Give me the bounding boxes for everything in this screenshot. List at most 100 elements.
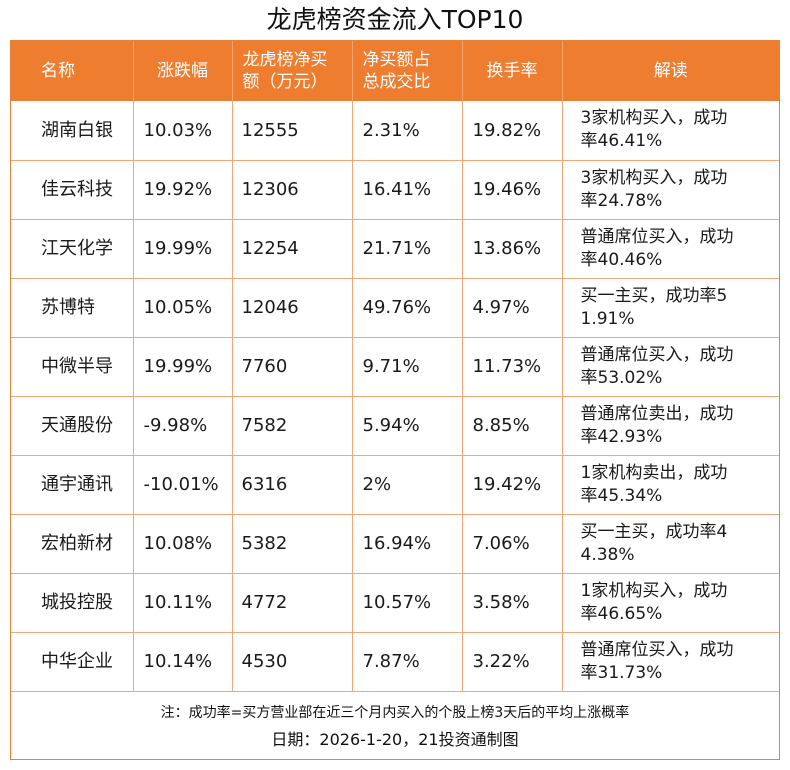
turnover-rate: 11.73% (462, 337, 563, 397)
ranking-table: 名称 涨跌幅 龙虎榜净买 额（万元） 净买额占 总成交比 换手率 解读 湖南白银… (11, 41, 779, 692)
stock-name: 宏柏新材 (11, 514, 134, 574)
change-percent: 19.92% (133, 160, 233, 220)
stock-name: 苏博特 (11, 278, 134, 338)
change-percent: 10.03% (133, 101, 233, 161)
net-buy-ratio: 21.71% (352, 219, 463, 279)
stock-name: 城投控股 (11, 573, 134, 633)
net-buy-amount: 12254 (232, 219, 353, 279)
turnover-rate: 8.85% (462, 396, 563, 456)
stock-name: 佳云科技 (11, 160, 134, 220)
stock-name: 天通股份 (11, 396, 134, 456)
interpretation: 3家机构买入，成功 率46.41% (562, 101, 779, 161)
table-row: 苏博特 10.05% 12046 49.76% 4.97% 买一主买，成功率5 1.91% (11, 278, 779, 338)
change-percent: 10.11% (133, 573, 233, 633)
net-buy-ratio: 7.87% (352, 632, 463, 692)
change-percent: 10.08% (133, 514, 233, 574)
table-row: 城投控股 10.11% 4772 10.57% 3.58% 1家机构买入，成功 率46.65… (11, 573, 779, 633)
interpretation: 3家机构买入，成功 率24.78% (562, 160, 779, 220)
interpretation-line2: 率45.34% (580, 485, 663, 506)
interpretation: 普通席位卖出，成功 率42.93% (562, 396, 779, 456)
change-percent: 19.99% (133, 337, 233, 397)
table-row: 宏柏新材 10.08% 5382 16.94% 7.06% 买一主买，成功率4 4.38% (11, 514, 779, 574)
table-row: 天通股份 -9.98% 7582 5.94% 8.85% 普通席位卖出，成功 率42.93% (11, 396, 779, 456)
change-percent: 19.99% (133, 219, 233, 279)
net-buy-amount: 12046 (232, 278, 353, 338)
net-buy-amount: 4772 (232, 573, 353, 633)
net-buy-ratio: 49.76% (352, 278, 463, 338)
net-buy-ratio: 2.31% (352, 101, 463, 161)
stock-name: 中华企业 (11, 632, 134, 692)
header-interpretation: 解读 (562, 41, 779, 101)
net-buy-ratio: 10.57% (352, 573, 463, 633)
net-buy-amount: 4530 (232, 632, 353, 692)
interpretation-line2: 率40.46% (580, 249, 663, 270)
interpretation: 买一主买，成功率5 1.91% (562, 278, 779, 338)
interpretation-line2: 率42.93% (580, 426, 663, 447)
interpretation-line1: 买一主买，成功率5 (580, 285, 728, 306)
stock-name: 通宇通讯 (11, 455, 134, 515)
stock-name: 江天化学 (11, 219, 134, 279)
header-name: 名称 (11, 41, 134, 101)
net-buy-ratio: 16.94% (352, 514, 463, 574)
header-ratio: 净买额占 总成交比 (352, 41, 463, 101)
turnover-rate: 4.97% (462, 278, 563, 338)
interpretation: 普通席位买入，成功 率40.46% (562, 219, 779, 279)
turnover-rate: 7.06% (462, 514, 563, 574)
change-percent: 10.05% (133, 278, 233, 338)
page-title: 龙虎榜资金流入TOP10 (266, 5, 524, 34)
header-ratio-line1: 净买额占 (362, 50, 431, 70)
net-buy-ratio: 9.71% (352, 337, 463, 397)
interpretation: 普通席位买入，成功 率31.73% (562, 632, 779, 692)
net-buy-ratio: 16.41% (352, 160, 463, 220)
interpretation-line1: 3家机构买入，成功 (580, 167, 728, 188)
date-line: 日期：2026-1-20，21投资通制图 (271, 730, 519, 749)
interpretation-line2: 率46.65% (580, 603, 663, 624)
interpretation-line2: 率46.41% (580, 131, 663, 152)
turnover-rate: 19.82% (462, 101, 563, 161)
header-row: 名称 涨跌幅 龙虎榜净买 额（万元） 净买额占 总成交比 换手率 解读 (11, 41, 779, 101)
interpretation: 1家机构卖出，成功 率45.34% (562, 455, 779, 515)
header-net-buy-line1: 龙虎榜净买 (242, 50, 328, 70)
interpretation-line2: 率31.73% (580, 662, 663, 683)
header-turnover: 换手率 (462, 41, 563, 101)
net-buy-ratio: 5.94% (352, 396, 463, 456)
interpretation-line1: 1家机构买入，成功 (580, 580, 728, 601)
stock-name: 湖南白银 (11, 101, 134, 161)
net-buy-amount: 12306 (232, 160, 353, 220)
interpretation-line1: 普通席位卖出，成功 (580, 403, 734, 424)
net-buy-ratio: 2% (352, 455, 463, 515)
table-row: 中华企业 10.14% 4530 7.87% 3.22% 普通席位买入，成功 率31.73% (11, 632, 779, 692)
net-buy-amount: 7760 (232, 337, 353, 397)
interpretation-line2: 4.38% (580, 544, 635, 565)
interpretation-line1: 普通席位买入，成功 (580, 344, 734, 365)
header-ratio-line2: 总成交比 (362, 72, 431, 92)
footnote: 注：成功率=买方营业部在近三个月内买入的个股上榜3天后的平均上涨概率 (160, 705, 630, 721)
net-buy-amount: 12555 (232, 101, 353, 161)
net-buy-amount: 6316 (232, 455, 353, 515)
table-row: 中微半导 19.99% 7760 9.71% 11.73% 普通席位买入，成功 率53.02… (11, 337, 779, 397)
table-row: 通宇通讯 -10.01% 6316 2% 19.42% 1家机构卖出，成功 率45.34% (11, 455, 779, 515)
interpretation: 1家机构买入，成功 率46.65% (562, 573, 779, 633)
table-row: 佳云科技 19.92% 12306 16.41% 19.46% 3家机构买入，成功 率24.… (11, 160, 779, 220)
header-net-buy: 龙虎榜净买 额（万元） (232, 41, 353, 101)
turnover-rate: 13.86% (462, 219, 563, 279)
turnover-rate: 19.42% (462, 455, 563, 515)
interpretation-line1: 普通席位买入，成功 (580, 639, 734, 660)
interpretation-line1: 3家机构买入，成功 (580, 108, 728, 129)
interpretation-line1: 买一主买，成功率4 (580, 521, 728, 542)
interpretation: 买一主买，成功率4 4.38% (562, 514, 779, 574)
stock-name: 中微半导 (11, 337, 134, 397)
interpretation: 普通席位买入，成功 率53.02% (562, 337, 779, 397)
header-change: 涨跌幅 (133, 41, 233, 101)
interpretation-line2: 率24.78% (580, 190, 663, 211)
table-frame: 名称 涨跌幅 龙虎榜净买 额（万元） 净买额占 总成交比 换手率 解读 湖南白银… (10, 40, 780, 760)
interpretation-line2: 率53.02% (580, 367, 663, 388)
table-row: 江天化学 19.99% 12254 21.71% 13.86% 普通席位买入，成功 率40.… (11, 219, 779, 279)
turnover-rate: 3.22% (462, 632, 563, 692)
net-buy-amount: 5382 (232, 514, 353, 574)
change-percent: -10.01% (133, 455, 233, 515)
interpretation-line2: 1.91% (580, 308, 635, 329)
change-percent: 10.14% (133, 632, 233, 692)
turnover-rate: 3.58% (462, 573, 563, 633)
interpretation-line1: 普通席位买入，成功 (580, 226, 734, 247)
